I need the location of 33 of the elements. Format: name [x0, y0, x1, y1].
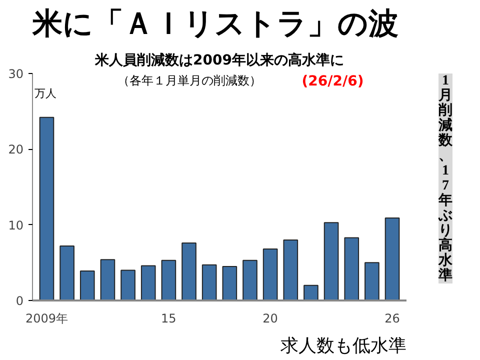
- bar: [262, 248, 278, 300]
- bar: [364, 262, 380, 300]
- y-tick-label: 0: [16, 294, 24, 308]
- bar: [344, 237, 360, 300]
- annotation: （各年１月単月の削減数）: [118, 74, 262, 88]
- bar: [100, 259, 116, 300]
- bar: [283, 239, 298, 300]
- bar: [161, 260, 176, 300]
- bar: [242, 260, 258, 300]
- chart-subtitle: 米人員削減数は2009年以来の高水準に: [94, 52, 344, 68]
- bar: [120, 270, 136, 300]
- bar: [60, 246, 74, 300]
- bar: [39, 116, 54, 300]
- y-tick-label: 30: [8, 67, 24, 81]
- x-tick-label: 2009年: [25, 312, 68, 326]
- bar: [304, 284, 318, 300]
- bar: [80, 270, 95, 300]
- x-tick-label: 15: [161, 312, 176, 326]
- chart-title: 米に「ＡＩリストラ」の波: [32, 8, 398, 40]
- x-tick-label: 20: [262, 312, 278, 326]
- y-tick-label: 20: [8, 142, 24, 157]
- bar: [182, 242, 196, 300]
- bar: [202, 264, 217, 300]
- y-tick-label: 10: [8, 218, 24, 232]
- y-axis-title: 万人: [34, 87, 57, 100]
- bar: [222, 266, 238, 300]
- annotation: (26/2/6): [302, 74, 364, 90]
- bar: [384, 218, 400, 300]
- bar: [324, 222, 339, 300]
- text: 1月削減数、17年ぶり高水準: [438, 74, 452, 284]
- text: 求人数も低水準: [280, 336, 406, 356]
- bar: [140, 265, 156, 300]
- x-tick-label: 26: [384, 312, 400, 326]
